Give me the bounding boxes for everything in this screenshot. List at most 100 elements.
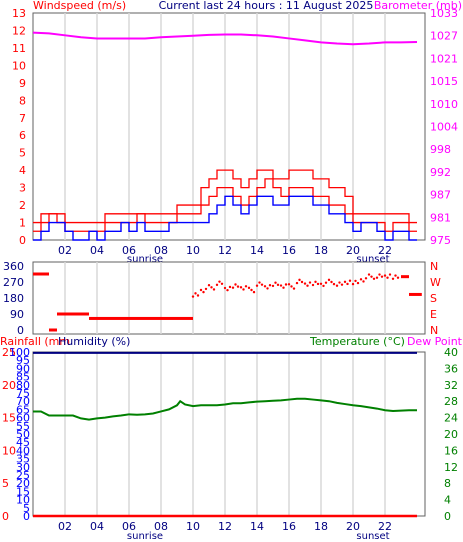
windspeed-axis-title: Windspeed (m/s) xyxy=(33,0,126,12)
x-tick-label: 12 xyxy=(218,244,232,257)
direction-mark xyxy=(274,281,277,284)
humidity-tick-label: 30 xyxy=(16,461,30,474)
y2-tick-label: 1015 xyxy=(430,75,458,88)
y-tick-label: 0 xyxy=(19,234,26,247)
x-tick-label: 02 xyxy=(58,520,72,533)
x-tick-label: 18 xyxy=(314,520,328,533)
y-tick-label: 4 xyxy=(19,164,26,177)
humidity-tick-label: 60 xyxy=(16,412,30,425)
direction-mark xyxy=(303,282,307,285)
y-tick-label: 90 xyxy=(10,308,24,321)
sunset-label: sunset xyxy=(356,254,389,265)
rain-tick-label: 20 xyxy=(2,379,16,392)
y2-tick-label: 1027 xyxy=(430,30,458,43)
barometer-series xyxy=(32,31,418,46)
direction-mark xyxy=(204,287,208,291)
rain-tick-label: 25 xyxy=(2,346,16,359)
direction-mark xyxy=(359,278,363,281)
barometer-axis-title: Barometer (mb) xyxy=(374,0,462,12)
x-tick-label: 22 xyxy=(378,520,392,533)
temperature-tick-label: 16 xyxy=(444,444,458,457)
y-tick-label: 5 xyxy=(19,147,26,160)
y-tick-label: 3 xyxy=(19,182,26,195)
temperature-axis-title: Temperature (°C) xyxy=(309,335,405,348)
x-tick-label: 06 xyxy=(122,244,136,257)
direction-mark xyxy=(343,280,347,284)
direction-mark xyxy=(356,281,360,285)
sunset-label: sunset xyxy=(356,531,389,542)
average-wind-series xyxy=(33,195,417,241)
direction-mark xyxy=(215,283,219,287)
direction-mark xyxy=(335,284,339,287)
dewpoint-axis-title: Dew Point xyxy=(407,335,463,348)
x-tick-label: 04 xyxy=(90,244,104,257)
direction-mark xyxy=(340,283,344,286)
temperature-tick-label: 4 xyxy=(444,494,451,507)
direction-mark xyxy=(314,280,317,284)
direction-mark xyxy=(290,285,293,288)
direction-mark xyxy=(202,290,205,294)
direction-mark xyxy=(396,276,400,279)
y2-tick-label: 992 xyxy=(430,166,451,179)
y-tick-label: 12 xyxy=(12,24,26,37)
direction-mark xyxy=(319,282,323,285)
y2-tick-label: 1004 xyxy=(430,121,458,134)
direction-mark xyxy=(284,283,288,286)
direction-mark xyxy=(279,284,283,287)
humidity-tick-label: 40 xyxy=(16,444,30,457)
y-tick-label: 2 xyxy=(19,199,26,212)
direction-mark xyxy=(210,286,213,289)
humidity-tick-label: 50 xyxy=(16,428,30,441)
direction-mark xyxy=(242,288,245,291)
direction-mark xyxy=(322,284,325,288)
direction-mark xyxy=(351,282,355,286)
direction-mark xyxy=(394,274,397,277)
y2-tick-label: N xyxy=(430,260,438,273)
direction-mark xyxy=(212,288,216,291)
humidity-tick-label: 70 xyxy=(16,395,30,408)
x-tick-label: 12 xyxy=(218,520,232,533)
direction-mark xyxy=(295,281,299,285)
direction-mark xyxy=(300,280,304,284)
x-tick-label: 04 xyxy=(90,520,104,533)
humidity-tick-label: 45 xyxy=(16,436,30,449)
direction-mark xyxy=(266,287,269,290)
humidity-tick-label: 90 xyxy=(16,362,30,375)
direction-mark xyxy=(306,284,309,287)
x-tick-label: 14 xyxy=(250,244,264,257)
humidity-tick-label: 10 xyxy=(16,494,30,507)
direction-mark xyxy=(330,280,333,284)
x-tick-label: 08 xyxy=(154,244,168,257)
rain-tick-label: 0 xyxy=(2,510,9,523)
direction-mark xyxy=(287,283,291,286)
temperature-tick-label: 8 xyxy=(444,477,451,490)
direction-mark xyxy=(218,280,221,283)
temperature-tick-label: 28 xyxy=(444,395,458,408)
rain-tick-label: 5 xyxy=(2,477,9,490)
direction-mark xyxy=(388,273,392,276)
direction-mark xyxy=(263,285,267,288)
temperature-series xyxy=(33,397,417,421)
direction-mark xyxy=(220,282,224,285)
direction-mark xyxy=(247,286,251,290)
direction-mark xyxy=(378,273,381,276)
direction-mark xyxy=(367,273,371,276)
direction-mark xyxy=(223,286,227,290)
direction-mark xyxy=(324,281,328,284)
direction-mark xyxy=(199,288,203,292)
y-tick-label: 11 xyxy=(12,42,26,55)
direction-mark xyxy=(226,288,229,292)
y-tick-label: 1 xyxy=(19,217,26,230)
direction-mark xyxy=(292,287,296,290)
sunrise-label: sunrise xyxy=(127,254,163,265)
humidity-tick-label: 15 xyxy=(16,485,30,498)
y2-tick-label: S xyxy=(430,292,437,305)
y-tick-label: 0 xyxy=(17,324,24,337)
humidity-tick-label: 65 xyxy=(16,403,30,416)
direction-mark xyxy=(362,280,365,283)
direction-mark xyxy=(316,282,320,286)
y2-tick-label: 1021 xyxy=(430,52,458,65)
y-tick-label: 13 xyxy=(12,7,26,20)
direction-mark xyxy=(231,286,235,289)
